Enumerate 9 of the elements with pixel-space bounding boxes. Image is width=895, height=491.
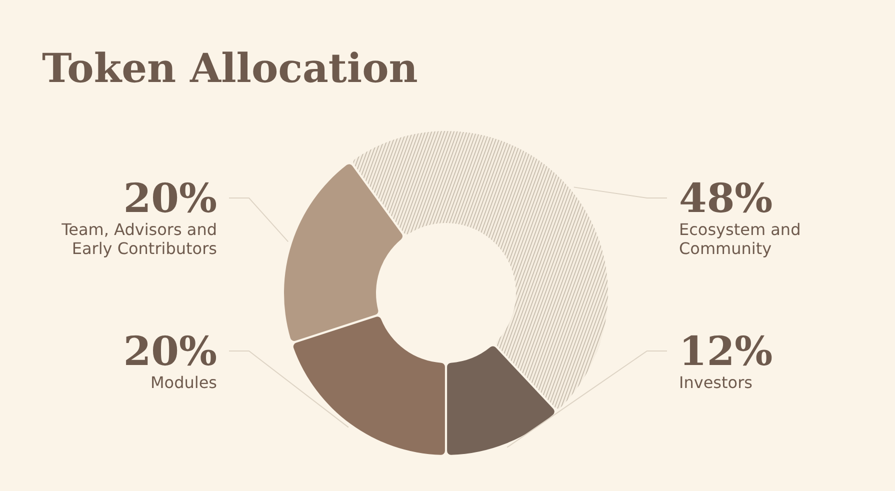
data-label: 20% bbox=[123, 175, 217, 222]
chart-title: Token Allocation bbox=[42, 45, 418, 92]
data-label: 12% bbox=[679, 328, 773, 375]
data-label: 20% bbox=[123, 328, 217, 375]
slice-label: Ecosystem and Community bbox=[679, 220, 801, 258]
slice-label: Modules bbox=[150, 373, 217, 392]
slice-label: Team, Advisors and Early Contributors bbox=[60, 220, 217, 258]
slice-label: Investors bbox=[679, 373, 752, 392]
data-label: 48% bbox=[679, 175, 773, 222]
